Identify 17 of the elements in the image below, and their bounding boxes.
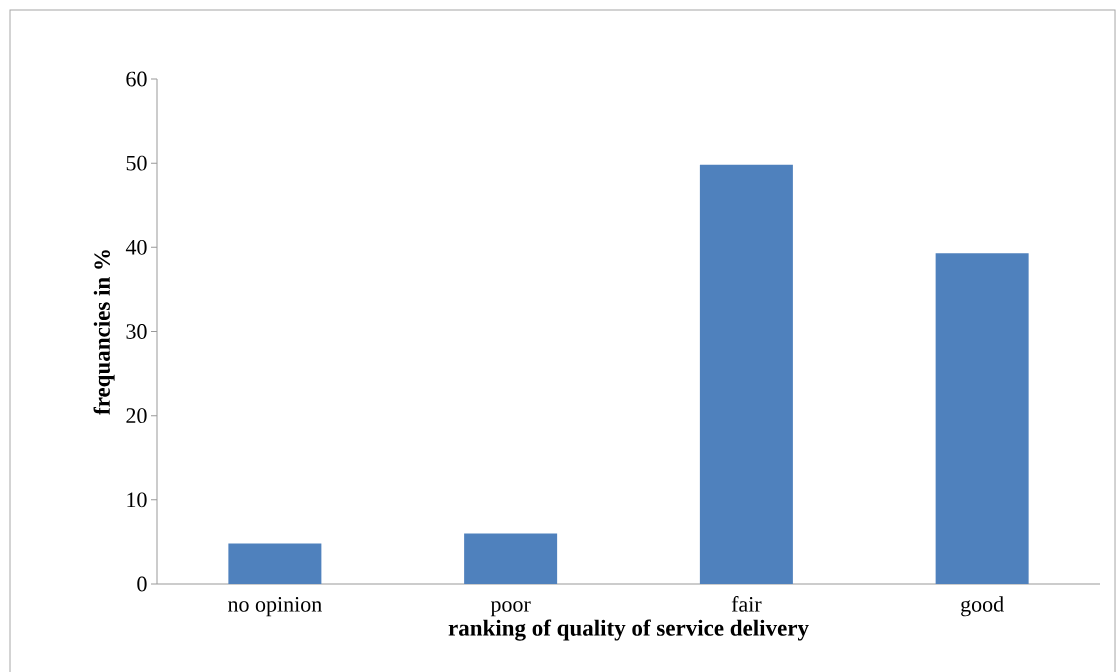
y-tick-label: 30 [126,324,147,339]
bar [464,533,558,584]
y-tick-label: 60 [126,71,147,87]
bar [228,543,322,584]
y-tick-label: 50 [126,155,147,171]
y-tick-label: 10 [127,492,147,508]
y-tick-label: 40 [125,239,147,255]
y-tick-label: 20 [126,408,147,424]
x-tick-label: good [961,596,1004,617]
bar [935,253,1029,584]
x-tick-label: poor [490,601,531,617]
x-tick-label: fair [731,596,762,612]
bar [699,164,793,584]
y-tick-label: 0 [137,576,147,592]
x-axis-title: ranking of quality of service delivery [448,619,809,641]
y-axis-title: frequancies in % [93,250,115,415]
x-tick-label: no opinion [228,596,322,617]
